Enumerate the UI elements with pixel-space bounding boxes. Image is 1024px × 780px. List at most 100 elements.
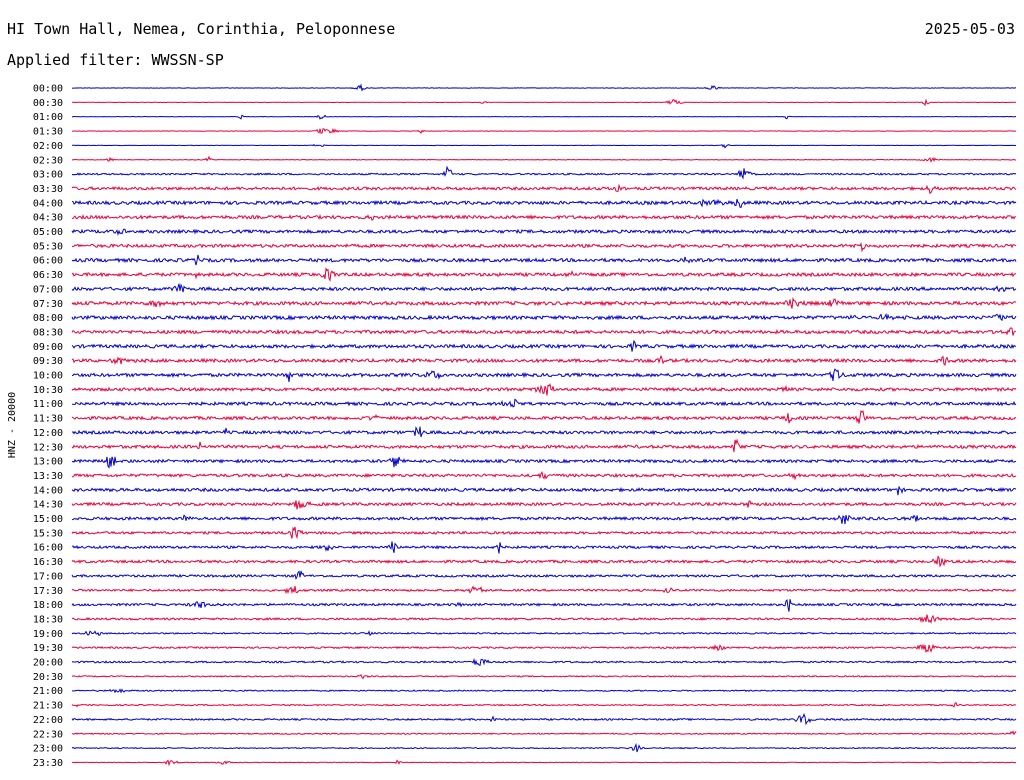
time-label: 02:00	[33, 141, 63, 152]
time-label: 07:00	[33, 284, 63, 295]
time-label: 19:30	[33, 643, 63, 654]
trace-line	[71, 759, 1017, 767]
trace-line	[71, 526, 1017, 540]
trace-line	[71, 183, 1017, 195]
trace-line	[71, 438, 1017, 453]
time-label: 16:30	[33, 557, 63, 568]
time-label: 09:00	[33, 342, 63, 353]
time-label: 04:30	[33, 213, 63, 224]
time-label: 23:00	[33, 744, 63, 755]
time-label: 03:00	[33, 170, 63, 181]
time-label: 02:30	[33, 155, 63, 166]
trace-line	[71, 614, 1017, 624]
filter-label: Applied filter: WWSSN-SP	[7, 51, 224, 69]
trace-line	[71, 155, 1016, 163]
time-label: 03:30	[33, 184, 63, 195]
trace-line	[71, 297, 1017, 309]
trace-line	[71, 383, 1017, 396]
time-label: 09:30	[33, 356, 63, 367]
trace-line	[71, 114, 1016, 120]
time-label: 10:00	[33, 371, 63, 382]
time-label: 14:30	[33, 500, 63, 511]
time-label: 04:00	[33, 198, 63, 209]
time-label: 16:00	[33, 543, 63, 554]
trace-line	[71, 713, 1017, 726]
time-label: 17:00	[33, 571, 63, 582]
time-label: 18:30	[33, 614, 63, 625]
time-label: 18:00	[33, 600, 63, 611]
time-label: 22:30	[33, 729, 63, 740]
trace-line	[71, 673, 1017, 680]
time-label: 11:00	[33, 399, 63, 410]
time-label: 15:00	[33, 514, 63, 525]
trace-line	[71, 214, 1017, 221]
time-label: 21:30	[33, 701, 63, 712]
trace-line	[71, 486, 1017, 496]
time-label: 06:00	[33, 256, 63, 267]
time-label: 20:00	[33, 658, 63, 669]
trace-line	[71, 98, 1017, 107]
time-label: 13:30	[33, 471, 63, 482]
trace-line	[71, 514, 1017, 525]
trace-line	[71, 127, 1016, 134]
time-label: 13:00	[33, 457, 63, 468]
trace-line	[71, 688, 1017, 694]
time-label: 01:30	[33, 127, 63, 138]
trace-line	[71, 327, 1017, 336]
trace-line	[71, 701, 1017, 708]
time-label: 12:00	[33, 428, 63, 439]
trace-line	[71, 643, 1017, 654]
trace-line	[71, 730, 1017, 736]
time-label: 01:00	[33, 112, 63, 123]
trace-line	[71, 198, 1017, 209]
station-title: HI Town Hall, Nemea, Corinthia, Peloponn…	[7, 20, 396, 38]
time-label: 06:30	[33, 270, 63, 281]
trace-line	[71, 541, 1017, 554]
trace-line	[71, 570, 1017, 580]
trace-line	[71, 398, 1017, 408]
time-label: 10:30	[33, 385, 63, 396]
trace-line	[71, 555, 1017, 568]
trace-line	[71, 143, 1017, 149]
trace-line	[71, 241, 1017, 253]
trace-line	[71, 254, 1017, 266]
time-label: 23:30	[33, 758, 63, 769]
trace-line	[71, 599, 1017, 612]
time-label: 00:00	[33, 84, 63, 95]
trace-line	[71, 630, 1017, 637]
trace-line	[71, 228, 1016, 236]
time-label: 15:30	[33, 528, 63, 539]
trace-line	[71, 354, 1017, 366]
trace-line	[71, 742, 1017, 753]
trace-line	[72, 471, 1017, 481]
time-label: 05:30	[33, 241, 63, 252]
time-label: 08:30	[33, 327, 63, 338]
trace-line	[71, 283, 1017, 293]
time-label: 20:30	[33, 672, 63, 683]
time-label: 12:30	[33, 442, 63, 453]
trace-line	[71, 456, 1017, 469]
trace-line	[71, 426, 1017, 438]
time-label: 19:00	[33, 629, 63, 640]
time-label: 08:00	[33, 313, 63, 324]
trace-line	[71, 368, 1017, 383]
trace-line	[71, 339, 1016, 352]
time-label: 21:00	[33, 686, 63, 697]
trace-line	[71, 312, 1017, 322]
trace-line	[71, 165, 1017, 180]
time-label: 11:30	[33, 414, 63, 425]
trace-line	[71, 410, 1017, 424]
time-label: 00:30	[33, 98, 63, 109]
trace-line	[71, 266, 1016, 282]
time-label: 14:00	[33, 485, 63, 496]
time-label: 22:00	[33, 715, 63, 726]
trace-line	[71, 499, 1017, 510]
trace-line	[71, 657, 1017, 667]
time-label: 17:30	[33, 586, 63, 597]
time-label: 05:00	[33, 227, 63, 238]
trace-line	[71, 585, 1017, 595]
trace-line	[71, 83, 1017, 92]
plot-date: 2025-05-03	[924, 20, 1015, 38]
time-label: 07:30	[33, 299, 63, 310]
